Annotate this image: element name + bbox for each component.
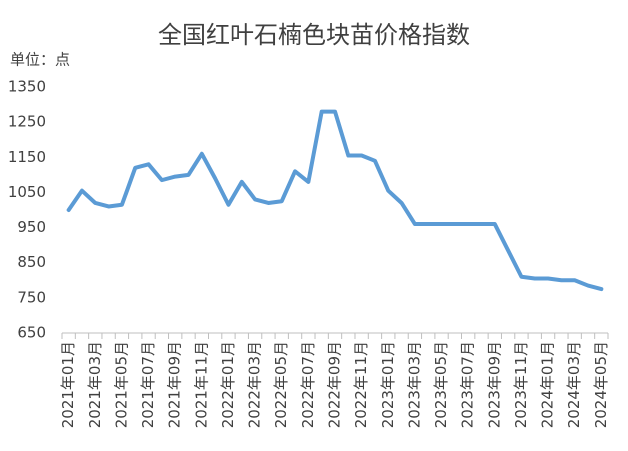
y-tick-label: 1150 (8, 148, 46, 166)
x-tick-label: 2021年07月 (139, 341, 157, 428)
y-tick-label: 850 (17, 253, 46, 271)
x-tick-label: 2024年01月 (539, 341, 557, 428)
y-tick-label: 750 (17, 288, 46, 306)
x-tick-label: 2023年01月 (379, 341, 397, 428)
y-axis-label: 单位：点 (10, 51, 70, 69)
x-tick-label: 2022年03月 (246, 341, 264, 428)
x-tick-label: 2021年09月 (166, 341, 184, 428)
y-tick-label: 650 (17, 324, 46, 342)
x-tick-label: 2023年05月 (432, 341, 450, 428)
x-tick-label: 2022年05月 (272, 341, 290, 428)
y-tick-label: 1050 (8, 183, 46, 201)
x-tick-label: 2023年11月 (512, 341, 530, 428)
x-tick-label: 2022年11月 (352, 341, 370, 428)
line (66, 109, 604, 292)
x-tick-label: 2024年05月 (592, 341, 610, 428)
x-tick-label: 2023年09月 (485, 341, 503, 428)
y-tick-label: 1250 (8, 113, 46, 131)
x-tick-label: 2023年07月 (459, 341, 477, 428)
y-tick-label: 950 (17, 218, 46, 236)
x-tick-label: 2021年03月 (86, 341, 104, 428)
x-tick-label: 2022年09月 (326, 341, 344, 428)
x-tick-label: 2024年03月 (565, 341, 583, 428)
y-tick-label: 1350 (8, 78, 46, 96)
x-tick-label: 2023年03月 (405, 341, 423, 428)
x-tick-label: 2021年01月 (59, 341, 77, 428)
x-tick-label: 2022年07月 (299, 341, 317, 428)
x-tick-label: 2021年11月 (192, 341, 210, 428)
x-tick-label: 2022年01月 (219, 341, 237, 428)
x-tick-label: 2021年05月 (112, 341, 130, 428)
chart-title: 全国红叶石楠色块苗价格指数 (158, 21, 470, 49)
